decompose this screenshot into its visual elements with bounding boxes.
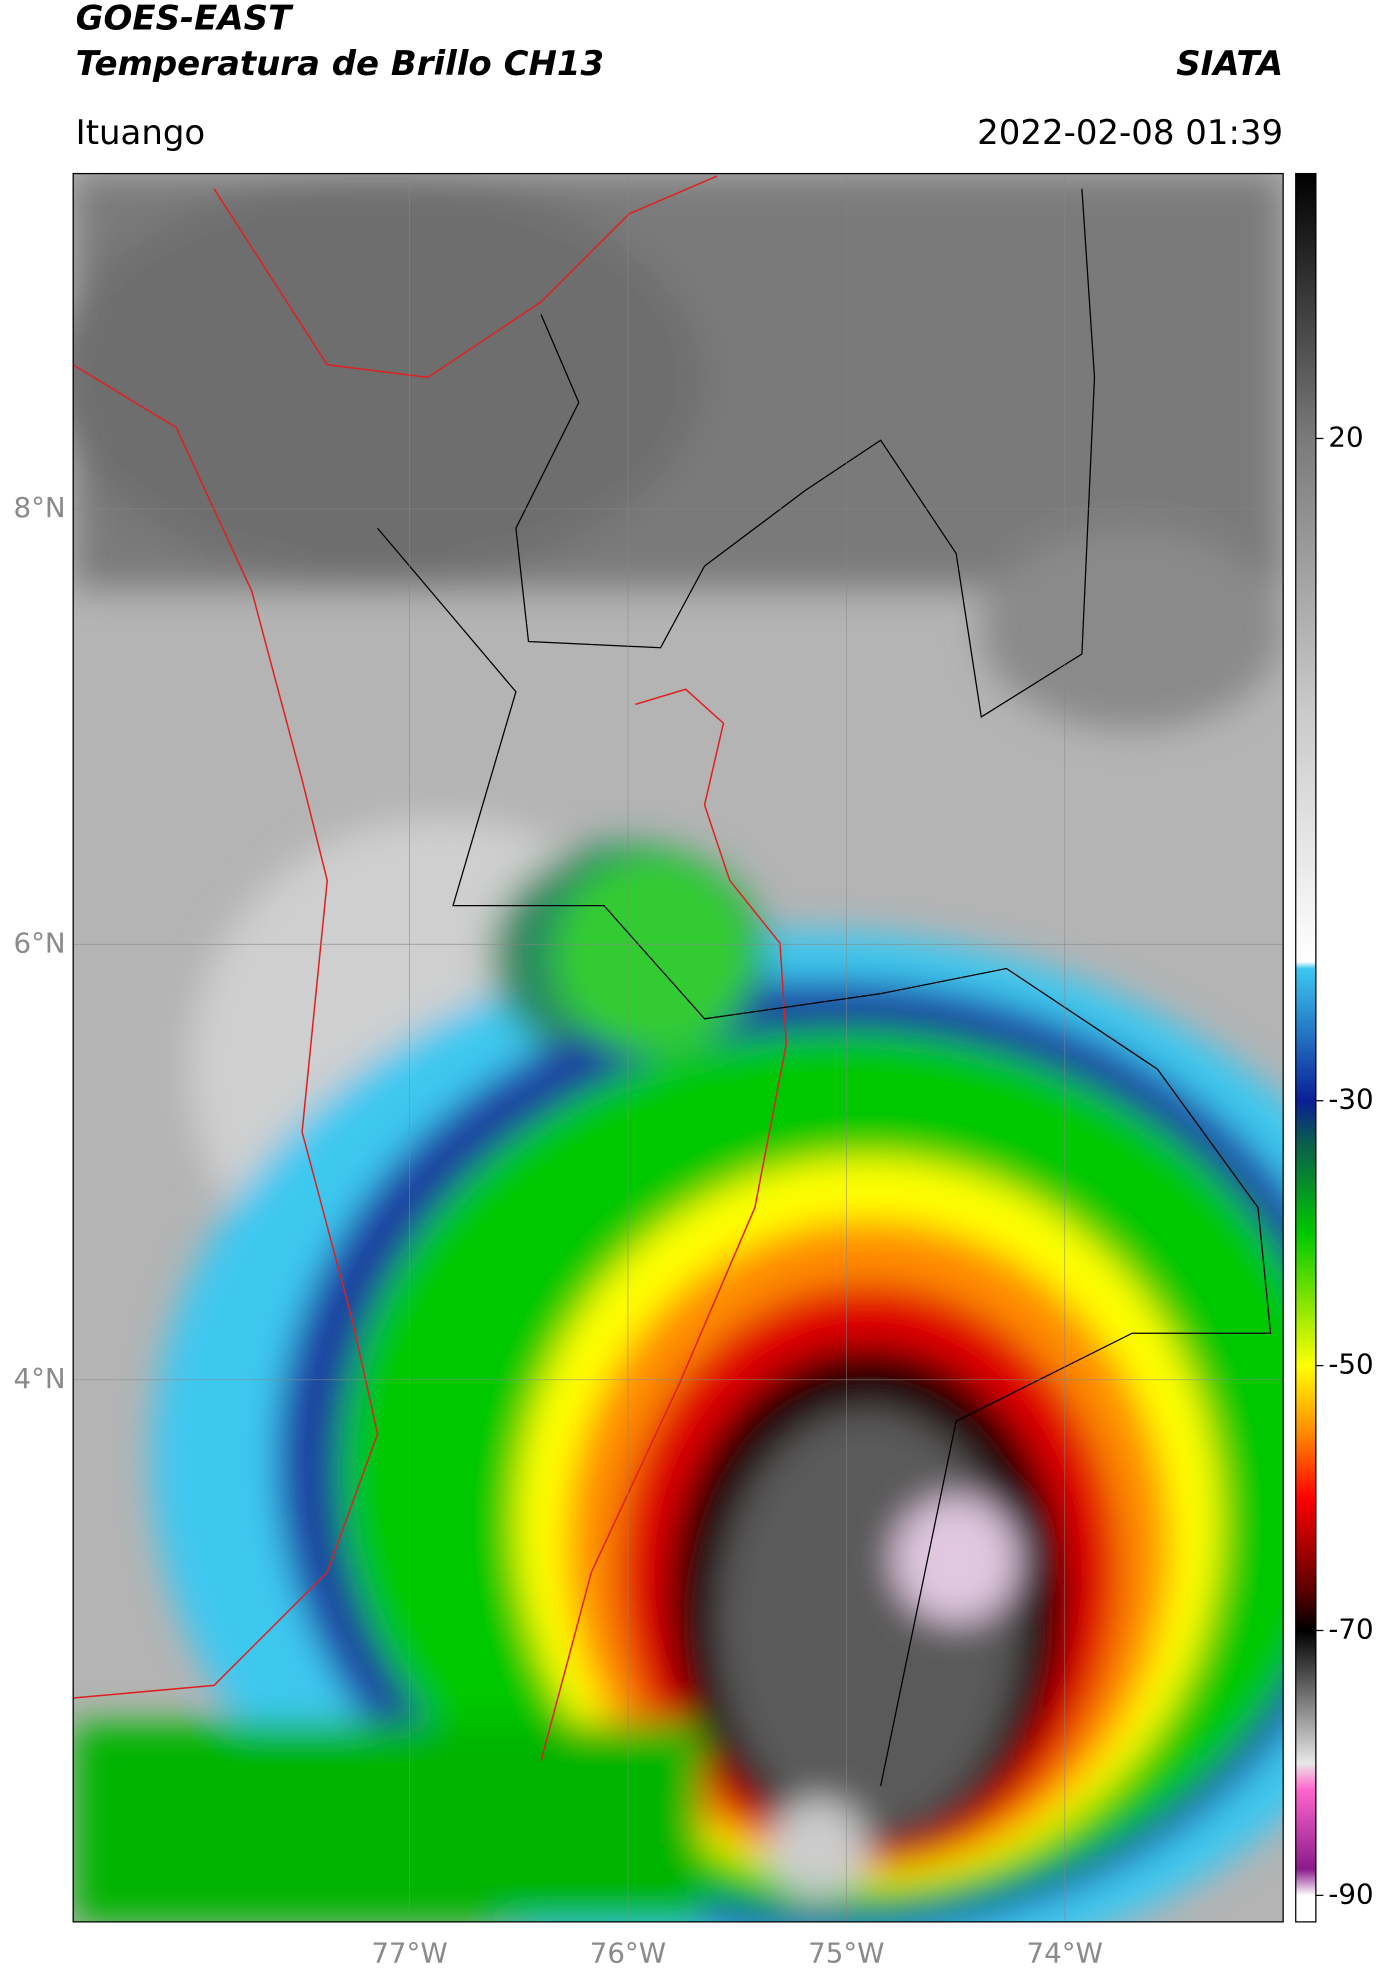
colorbar-segment (1295, 1590, 1316, 1631)
colorbar-segment (1295, 1762, 1316, 1790)
colorbar-segment (1295, 1789, 1316, 1870)
colorbar-frame (1295, 172, 1317, 1923)
y-tick-label: 4°N (14, 1362, 66, 1395)
colorbar-segment (1295, 1233, 1316, 1366)
colorbar-segment (1295, 1895, 1316, 1923)
colorbar-segment (1295, 1868, 1316, 1896)
y-tick-label: 6°N (14, 926, 66, 959)
colorbar-segment (1295, 1140, 1316, 1234)
colorbar-segment (1295, 961, 1316, 969)
cloud-field (73, 173, 1284, 1922)
grid: 77°W 76°W 75°W 74°W 4°N 6°N 8°N (14, 173, 1284, 1970)
colorbar-tick-label: -30 (1328, 1083, 1373, 1116)
location: Ituango (76, 113, 206, 153)
x-tick-label: 77°W (371, 1937, 447, 1970)
colorbar-segment (1295, 438, 1316, 704)
colorbar-segment (1295, 1630, 1316, 1764)
satellite-image (73, 173, 1284, 1922)
colorbar-tick-label: -70 (1328, 1612, 1373, 1645)
x-tick-label: 75°W (808, 1937, 884, 1970)
colorbar-segment (1295, 968, 1316, 1102)
x-tick-label: 74°W (1027, 1937, 1103, 1970)
map-frame (72, 172, 1284, 1923)
y-tick-label: 8°N (14, 491, 66, 524)
colorbar-segment (1295, 1365, 1316, 1433)
colorbar: -90 -70 -50 -30 20 (1295, 173, 1374, 1923)
colorbar-segment (1295, 173, 1316, 439)
source: SIATA (1176, 44, 1283, 84)
datetime: 2022-02-08 01:39 (977, 113, 1283, 153)
title: GOES-EAST (76, 0, 294, 39)
colorbar-tick-label: -50 (1328, 1348, 1373, 1381)
colorbar-tick-label: 20 (1328, 420, 1363, 453)
subtitle: Temperatura de Brillo CH13 (76, 44, 604, 84)
colorbar-segment (1295, 1431, 1316, 1499)
colorbar-segment (1295, 1498, 1316, 1592)
x-tick-label: 76°W (590, 1937, 666, 1970)
colorbar-segment (1295, 703, 1316, 963)
colorbar-tick-label: -90 (1328, 1877, 1373, 1910)
colorbar-segment (1295, 1100, 1316, 1141)
